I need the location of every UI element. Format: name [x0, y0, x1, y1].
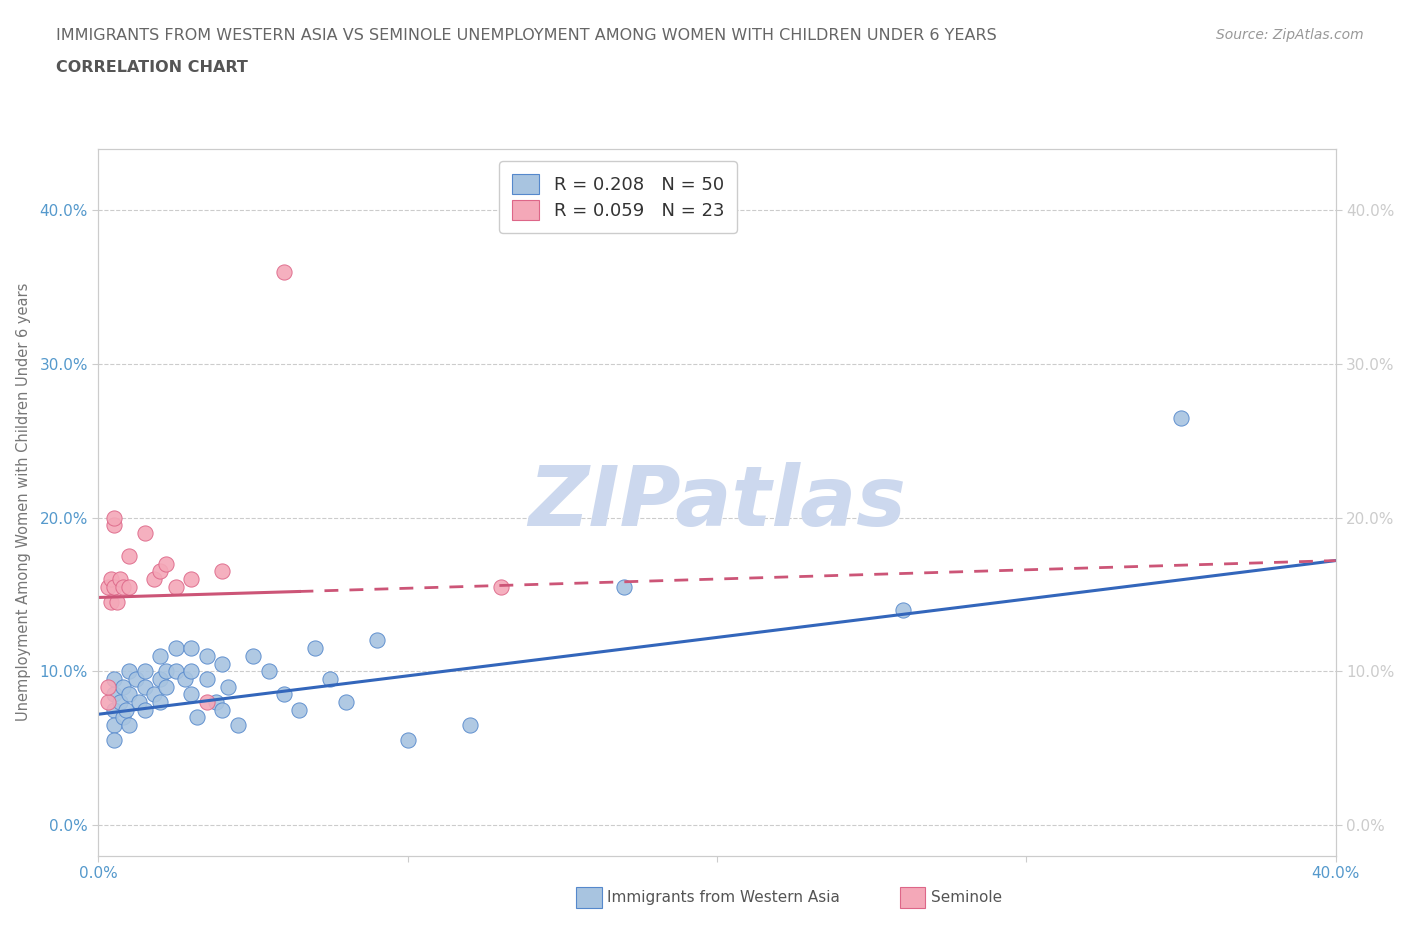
- Point: [103, 733, 125, 748]
- Point: [103, 511, 125, 525]
- Point: [115, 702, 138, 717]
- Text: Seminole: Seminole: [931, 890, 1002, 905]
- Y-axis label: Unemployment Among Women with Children Under 6 years: Unemployment Among Women with Children U…: [17, 283, 31, 722]
- Point: [118, 549, 141, 564]
- Point: [149, 671, 172, 686]
- Point: [103, 671, 125, 686]
- Point: [100, 572, 122, 587]
- Text: IMMIGRANTS FROM WESTERN ASIA VS SEMINOLE UNEMPLOYMENT AMONG WOMEN WITH CHILDREN : IMMIGRANTS FROM WESTERN ASIA VS SEMINOLE…: [56, 28, 997, 43]
- Point: [195, 671, 218, 686]
- Point: [165, 579, 187, 594]
- Text: CORRELATION CHART: CORRELATION CHART: [56, 60, 247, 75]
- Point: [118, 687, 141, 702]
- Point: [273, 687, 295, 702]
- Point: [97, 579, 120, 594]
- Point: [134, 664, 156, 679]
- Text: Immigrants from Western Asia: Immigrants from Western Asia: [607, 890, 841, 905]
- Point: [165, 664, 187, 679]
- Point: [143, 572, 166, 587]
- Point: [335, 695, 357, 710]
- Point: [97, 695, 120, 710]
- Point: [97, 679, 120, 694]
- Point: [155, 679, 177, 694]
- Point: [180, 641, 202, 656]
- Point: [1170, 410, 1192, 425]
- Point: [103, 579, 125, 594]
- Point: [891, 603, 914, 618]
- Point: [149, 695, 172, 710]
- Text: ZIPatlas: ZIPatlas: [529, 461, 905, 543]
- Point: [304, 641, 326, 656]
- Point: [180, 572, 202, 587]
- Point: [103, 518, 125, 533]
- Legend: R = 0.208   N = 50, R = 0.059   N = 23: R = 0.208 N = 50, R = 0.059 N = 23: [499, 162, 737, 232]
- Point: [100, 594, 122, 609]
- Point: [211, 702, 233, 717]
- Point: [195, 695, 218, 710]
- Point: [112, 579, 135, 594]
- Point: [103, 702, 125, 717]
- Point: [128, 695, 150, 710]
- Point: [319, 671, 342, 686]
- Point: [155, 664, 177, 679]
- Point: [108, 695, 131, 710]
- Text: Source: ZipAtlas.com: Source: ZipAtlas.com: [1216, 28, 1364, 42]
- Point: [103, 718, 125, 733]
- Point: [174, 671, 197, 686]
- Point: [288, 702, 311, 717]
- Point: [105, 594, 128, 609]
- Point: [205, 695, 228, 710]
- Point: [118, 718, 141, 733]
- Point: [180, 664, 202, 679]
- Point: [134, 702, 156, 717]
- Point: [149, 648, 172, 663]
- Point: [180, 687, 202, 702]
- Point: [124, 671, 146, 686]
- Point: [613, 579, 636, 594]
- Point: [186, 710, 208, 724]
- Point: [112, 710, 135, 724]
- Point: [211, 564, 233, 578]
- Point: [217, 679, 239, 694]
- Point: [112, 679, 135, 694]
- Point: [103, 687, 125, 702]
- Point: [257, 664, 280, 679]
- Point: [396, 733, 419, 748]
- Point: [226, 718, 249, 733]
- Point: [108, 572, 131, 587]
- Point: [118, 664, 141, 679]
- Point: [149, 564, 172, 578]
- Point: [242, 648, 264, 663]
- Point: [211, 656, 233, 671]
- Point: [458, 718, 481, 733]
- Point: [118, 579, 141, 594]
- Point: [134, 525, 156, 540]
- Point: [134, 679, 156, 694]
- Point: [273, 264, 295, 279]
- Point: [155, 556, 177, 571]
- Point: [195, 648, 218, 663]
- Point: [366, 633, 388, 648]
- Point: [143, 687, 166, 702]
- Point: [489, 579, 512, 594]
- Point: [165, 641, 187, 656]
